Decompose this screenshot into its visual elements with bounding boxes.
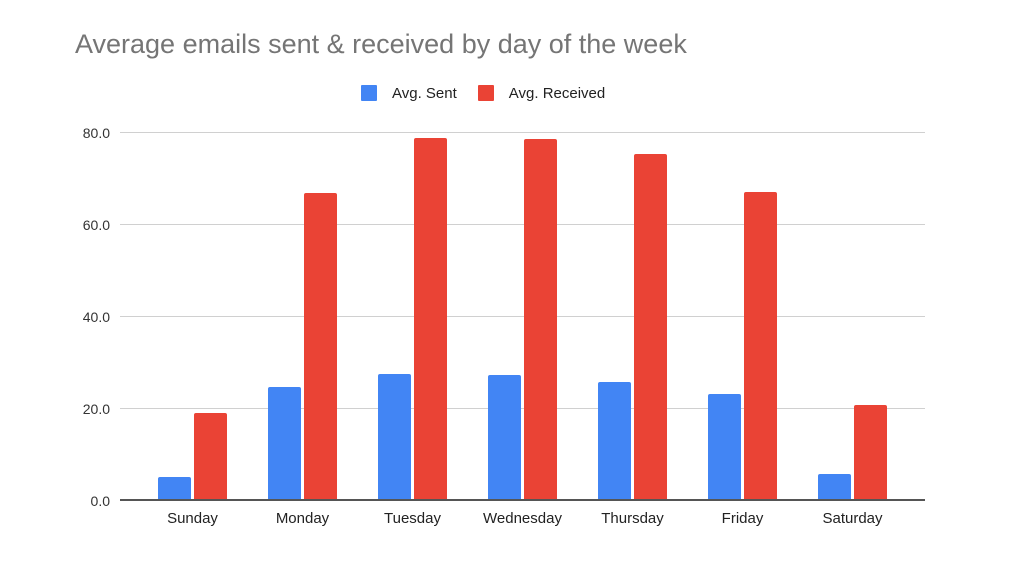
- chart-title: Average emails sent & received by day of…: [75, 29, 687, 59]
- legend-item-received[interactable]: Avg. Received: [477, 84, 606, 102]
- x-tick-label: Sunday: [167, 510, 218, 527]
- bar-sent-saturday[interactable]: [818, 474, 851, 500]
- bar-sent-tuesday[interactable]: [378, 373, 411, 500]
- gridline: [120, 132, 925, 133]
- bar-received-saturday[interactable]: [854, 404, 887, 500]
- x-tick-label: Monday: [275, 510, 330, 527]
- y-tick-label: 80.0: [82, 125, 110, 141]
- bar-sent-wednesday[interactable]: [488, 374, 521, 500]
- legend-swatch-received: [477, 85, 494, 101]
- y-tick-label: 20.0: [82, 401, 110, 417]
- plot-area: [120, 132, 925, 501]
- gridline: [120, 316, 925, 317]
- bar-sent-sunday[interactable]: [158, 476, 191, 500]
- gridline: [120, 408, 925, 409]
- bar-received-monday[interactable]: [304, 192, 337, 500]
- bar-sent-monday[interactable]: [268, 386, 301, 500]
- bar-sent-thursday[interactable]: [598, 382, 631, 500]
- legend: Avg. Sent Avg. Received: [361, 84, 626, 102]
- bar-received-wednesday[interactable]: [524, 138, 557, 500]
- x-tick-label: Friday: [721, 510, 764, 527]
- bar-received-friday[interactable]: [744, 191, 777, 500]
- legend-label-received: Avg. Received: [508, 84, 606, 102]
- y-tick-label: 40.0: [82, 309, 110, 325]
- x-axis-line: [120, 499, 925, 501]
- legend-swatch-sent: [361, 85, 377, 101]
- legend-item-sent[interactable]: Avg. Sent: [361, 85, 457, 102]
- x-tick-label: Wednesday: [483, 510, 562, 527]
- legend-label-sent: Avg. Sent: [392, 84, 457, 102]
- x-tick-label: Saturday: [822, 510, 883, 527]
- y-tick-label: 0.0: [90, 493, 110, 509]
- bar-received-thursday[interactable]: [634, 154, 667, 500]
- bar-received-sunday[interactable]: [194, 412, 227, 500]
- y-tick-label: 60.0: [82, 217, 110, 233]
- x-tick-label: Thursday: [601, 510, 664, 527]
- bar-sent-friday[interactable]: [708, 394, 741, 500]
- bar-received-tuesday[interactable]: [414, 137, 447, 500]
- gridline: [120, 224, 925, 225]
- x-tick-label: Tuesday: [384, 510, 441, 527]
